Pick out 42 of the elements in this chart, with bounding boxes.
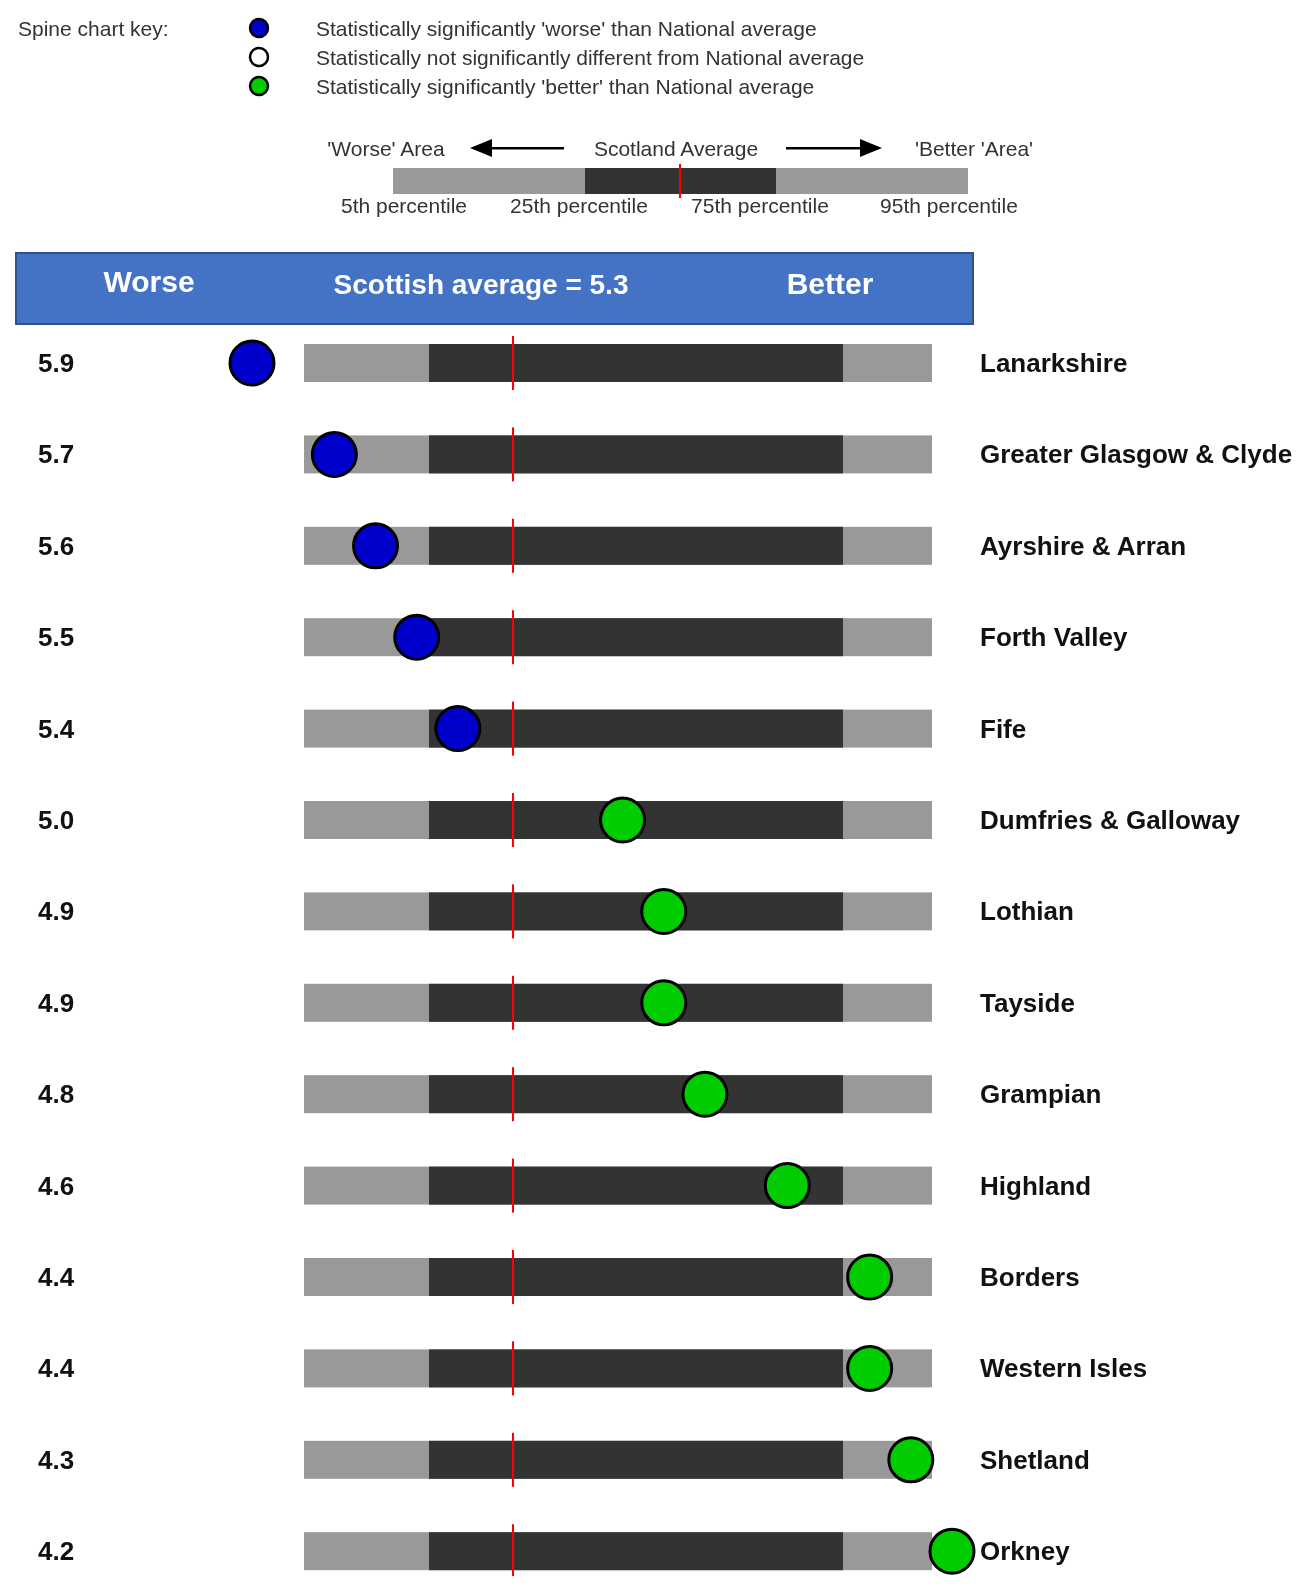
text: 25th percentile <box>510 194 648 217</box>
text: Better <box>786 267 874 300</box>
category-label: Greater Glasgow & Clyde <box>980 439 1293 470</box>
text: 'Worse' Area <box>327 137 445 160</box>
legend-label: Statistically not significantly different from National average <box>316 46 865 69</box>
legend-label: Statistically significantly 'better' than National average <box>316 75 815 98</box>
text: Scottish average = 5.3 <box>333 269 629 300</box>
data-label: 5.9 <box>38 348 75 378</box>
data-label: 4.2 <box>38 1536 75 1567</box>
category-label: Shetland <box>980 1444 1090 1475</box>
category-label: Fife <box>980 713 1027 744</box>
category-label: Western Isles <box>980 1353 1148 1384</box>
data-label: 4.6 <box>38 1170 75 1201</box>
text: Worse <box>103 265 195 298</box>
category-label: Ayrshire & Arran <box>980 530 1187 561</box>
data-label: 4.9 <box>38 987 75 1018</box>
text: 'Better 'Area' <box>914 137 1034 160</box>
data-label: 5.7 <box>38 439 75 470</box>
data-label: 5.5 <box>38 622 75 653</box>
category-label: Orkney <box>980 1536 1071 1567</box>
category-label: Borders <box>980 1262 1080 1292</box>
data-label: 4.8 <box>38 1079 75 1110</box>
category-label: Lanarkshire <box>980 348 1128 378</box>
category-label: Lothian <box>980 896 1074 927</box>
category-label: Dumfries & Galloway <box>980 805 1241 835</box>
data-label: 5.0 <box>38 805 75 835</box>
legend-label: Statistically significantly 'worse' than National average <box>316 17 817 40</box>
data-label: 4.4 <box>38 1262 75 1292</box>
data-label: 5.6 <box>38 530 75 561</box>
category-label: Grampian <box>980 1079 1102 1110</box>
category-label: Tayside <box>980 987 1075 1018</box>
text: Scotland Average <box>593 137 759 160</box>
category-label: Forth Valley <box>980 622 1128 653</box>
data-label: 4.3 <box>38 1444 75 1475</box>
data-label: 4.4 <box>38 1353 75 1384</box>
data-label: 4.9 <box>38 896 75 927</box>
text: 75th percentile <box>691 194 829 217</box>
text: 5th percentile <box>340 194 468 217</box>
data-label: 5.4 <box>38 713 75 744</box>
text: 95th percentile <box>880 194 1018 217</box>
category-label: Highland <box>980 1170 1092 1201</box>
legend-title: Spine chart key: <box>18 17 169 40</box>
